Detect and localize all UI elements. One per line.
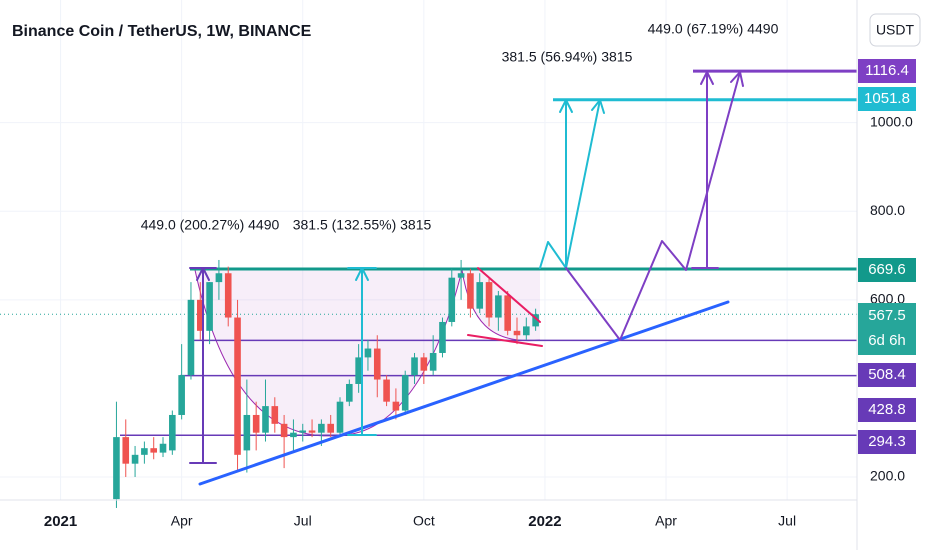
candle-body [373,348,381,380]
candle-body [215,273,223,283]
level-label-bg [858,398,916,422]
candle-body [457,273,465,278]
candle-body [169,414,176,451]
candle-body [206,282,213,331]
candle-body [280,423,288,438]
grid [0,0,857,500]
candle-body [495,295,502,318]
y-tick-label: 1000.0 [870,113,913,129]
candle-body [532,314,539,327]
candle-body [122,437,130,464]
candle-body [308,430,316,433]
candle-body [187,299,195,376]
level-label: 294.3 [868,433,906,450]
candle-body [262,406,269,433]
annotation: 449.0 (67.19%) 4490 [648,21,779,37]
x-tick-label: 2022 [528,513,561,530]
x-tick-label: Oct [413,513,435,529]
annotation: 381.5 (56.94%) 3815 [502,49,633,65]
candle-body [364,348,372,358]
candle-body [346,383,353,402]
currency-button[interactable] [869,13,921,47]
x-tick-label: 2021 [44,513,77,530]
level-label-bg [858,430,916,454]
wedge-line [477,267,541,323]
annotation: 449.0 (200.27%) 4490 [141,217,280,233]
candle-body [420,357,428,371]
candle-body [429,352,437,371]
x-tick-label: Apr [171,513,193,529]
projection [539,99,605,269]
y-tick-label: 800.0 [870,202,905,218]
wedge-line [467,334,543,347]
level-label-bg [858,363,916,387]
countdown: 6d 6h [868,332,906,349]
candle-body [485,282,493,318]
candle-body [141,448,148,455]
projection [565,71,744,341]
candle-body [131,454,139,464]
level-label: 428.8 [868,401,906,418]
candle-body [355,357,362,384]
candle-body [336,401,344,433]
candle-body [476,282,484,309]
x-tick-label: Apr [655,513,677,529]
trend-line [198,300,730,486]
candles [113,259,539,508]
candle-body [318,423,325,433]
candle-body [504,295,511,331]
drawings [189,71,744,486]
candle-body [411,357,418,376]
candle-body [252,414,260,433]
candle-body [224,273,232,318]
y-tick-label: 600.0 [870,291,905,307]
candle-body [392,401,400,411]
x-tick-label: Jul [778,513,796,529]
level-label-bg [858,258,916,282]
candle-body [513,330,521,336]
chart-title: Binance Coin / TetherUS, 1W, BINANCE [12,23,312,40]
last-price-bg [858,303,916,355]
last-price-label: 567.5 [868,307,906,324]
level-label-bg [858,59,916,83]
candle-body [113,437,120,500]
candle-body [299,430,307,433]
level-label: 1051.8 [864,90,910,107]
candle-body [327,423,334,433]
candle-body [401,375,409,411]
candle-body [467,273,474,309]
candle-body [178,375,185,415]
level-label-bg [858,87,916,111]
annotation: 381.5 (132.55%) 3815 [293,217,432,233]
candle-body [439,321,446,353]
measure [189,267,217,464]
candle-body [150,448,158,453]
axis: 200.0 600.0 800.0 1000.0 2021 Apr Jul Oct 2022 Ap… [44,59,916,530]
candle-body [243,414,251,451]
measure [347,267,377,436]
y-tick-label: 200.0 [870,468,905,484]
candle-body [196,299,204,331]
level-label: 508.4 [868,366,906,383]
currency[interactable]: USDT [876,22,915,38]
candle-body [523,326,530,336]
candle-body [290,432,297,438]
level-label: 1116.4 [865,62,909,79]
candle-body [234,317,241,455]
candle-body [159,443,167,453]
candle-body [271,406,279,424]
x-tick-label: Jul [294,513,312,529]
candle-body [448,277,456,322]
level-label: 669.6 [868,261,906,278]
candle-body [383,379,390,402]
